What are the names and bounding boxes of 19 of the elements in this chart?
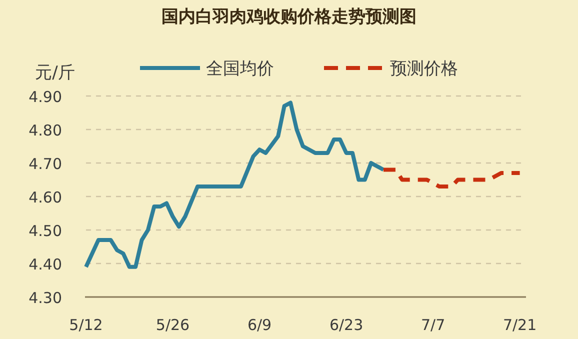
x-tick-label: 6/9 xyxy=(247,316,272,334)
line-series xyxy=(381,168,522,188)
x-tick-label: 5/26 xyxy=(156,316,190,334)
y-tick-label: 4.90 xyxy=(28,88,62,106)
y-tick-label: 4.50 xyxy=(28,222,62,240)
line-series xyxy=(84,100,386,269)
x-tick-label: 7/7 xyxy=(420,316,446,334)
y-tick-label: 4.60 xyxy=(28,188,62,206)
y-tick-label: 4.80 xyxy=(28,122,62,140)
chart-title: 国内白羽肉鸡收购价格走势预测图 xyxy=(162,7,416,27)
x-tick-label: 7/21 xyxy=(502,316,537,334)
y-axis-title: 元/斤 xyxy=(35,63,75,83)
legend-label: 全国均价 xyxy=(206,59,274,79)
y-tick-label: 4.30 xyxy=(28,289,62,307)
legend-label: 预测价格 xyxy=(390,59,458,79)
x-tick-label: 6/23 xyxy=(329,316,364,334)
y-tick-label: 4.70 xyxy=(28,155,62,173)
y-tick-label: 4.40 xyxy=(28,256,62,274)
x-tick-label: 5/12 xyxy=(69,316,103,334)
